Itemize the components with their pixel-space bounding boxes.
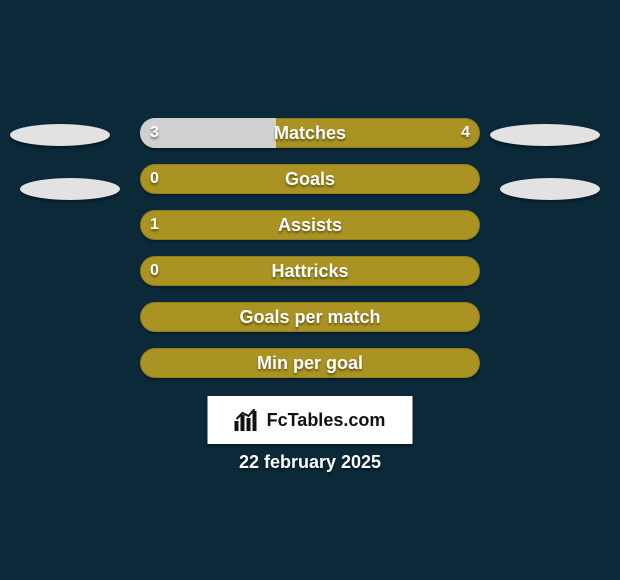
- player-shape-left: [10, 124, 110, 146]
- stat-label: Hattricks: [140, 256, 480, 286]
- chart-icon: [235, 409, 261, 431]
- stat-rows: Matches34Goals0Assists1Hattricks0Goals p…: [0, 118, 620, 394]
- stat-row: Assists1: [0, 210, 620, 256]
- player-shape-left: [20, 178, 120, 200]
- stat-value-left: 3: [150, 118, 159, 148]
- bar-track: Min per goal: [140, 348, 480, 378]
- comparison-card: Mouddne vs Rahman Club competitions, Sea…: [0, 0, 620, 580]
- stat-label: Goals per match: [140, 302, 480, 332]
- player-shape-right: [490, 124, 600, 146]
- stat-value-left: 0: [150, 256, 159, 286]
- branding-text: FcTables.com: [267, 410, 386, 431]
- stat-row: Min per goal: [0, 348, 620, 394]
- stat-label: Min per goal: [140, 348, 480, 378]
- branding-box: FcTables.com: [208, 396, 413, 444]
- bar-track: Goals0: [140, 164, 480, 194]
- stat-label: Matches: [140, 118, 480, 148]
- stat-label: Assists: [140, 210, 480, 240]
- stat-value-left: 1: [150, 210, 159, 240]
- stat-label: Goals: [140, 164, 480, 194]
- bar-track: Matches3 4: [140, 118, 480, 148]
- date-text: 22 february 2025: [0, 452, 620, 473]
- stat-value-right: 4: [461, 118, 470, 148]
- bar-track: Hattricks0: [140, 256, 480, 286]
- stat-value-left: 0: [150, 164, 159, 194]
- bar-track: Assists1: [140, 210, 480, 240]
- stat-row: Hattricks0: [0, 256, 620, 302]
- stat-row: Goals per match: [0, 302, 620, 348]
- player-shape-right: [500, 178, 600, 200]
- bar-track: Goals per match: [140, 302, 480, 332]
